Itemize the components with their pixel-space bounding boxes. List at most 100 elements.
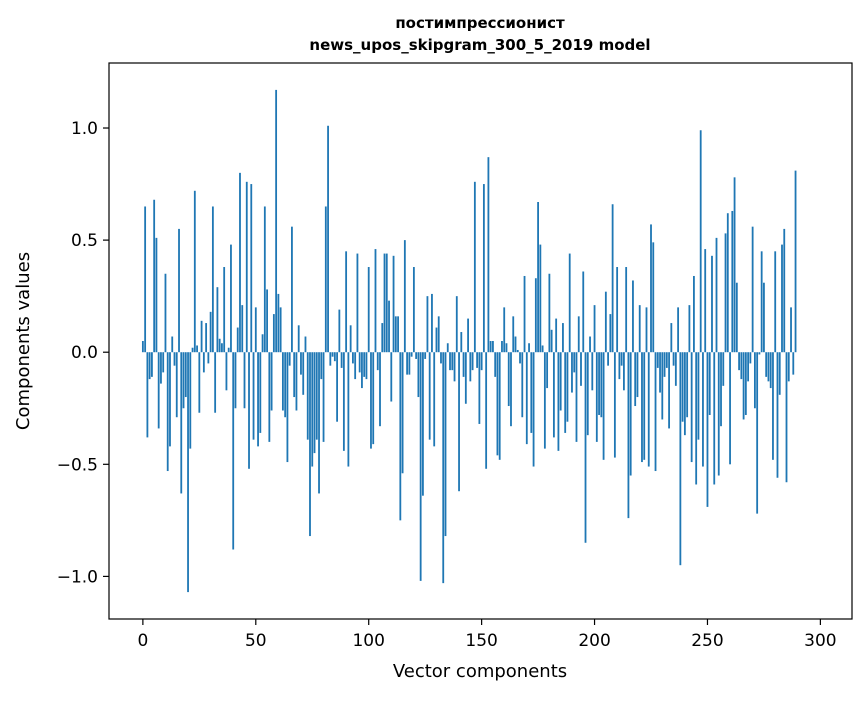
bar-38	[227, 347, 230, 353]
bar-151	[482, 184, 485, 353]
bar-41	[234, 352, 237, 409]
bar-145	[469, 352, 472, 382]
y-tick-label: −0.5	[57, 455, 98, 475]
bar-129	[433, 352, 436, 447]
bar-8	[160, 352, 162, 384]
y-tick-label: 1.0	[71, 119, 98, 139]
bar-227	[654, 352, 657, 472]
bar-274	[760, 251, 763, 353]
bar-58	[272, 314, 275, 353]
bar-221	[641, 352, 643, 463]
bar-247	[699, 130, 702, 353]
bar-252	[711, 255, 713, 353]
bar-233	[668, 352, 670, 429]
bar-245	[695, 352, 698, 485]
bar-277	[767, 352, 770, 382]
bar-139	[455, 296, 458, 353]
bar-93	[352, 352, 354, 364]
bar-109	[388, 300, 390, 353]
bar-165	[514, 336, 517, 353]
bar-147	[473, 181, 476, 353]
bar-261	[731, 210, 734, 353]
bar-210	[616, 267, 619, 353]
y-axis-label: Components values	[13, 252, 34, 430]
bar-77	[315, 352, 318, 440]
bar-61	[279, 307, 282, 353]
bar-31	[211, 206, 214, 353]
bar-95	[356, 253, 359, 353]
bar-282	[778, 352, 781, 395]
bar-190	[571, 352, 573, 393]
bar-192	[575, 352, 578, 442]
bar-30	[209, 311, 212, 353]
y-tick-label: −1.0	[57, 567, 98, 587]
bar-267	[744, 352, 747, 415]
bar-205	[604, 291, 607, 353]
bar-169	[523, 275, 526, 353]
bar-209	[613, 352, 616, 458]
x-tick-label: 300	[804, 631, 836, 651]
bar-203	[600, 352, 603, 418]
bar-10	[164, 273, 167, 353]
bar-107	[383, 253, 386, 353]
bar-80	[322, 352, 325, 442]
bar-60	[277, 293, 280, 353]
bar-100	[367, 267, 370, 353]
bar-286	[787, 352, 790, 382]
bar-237	[677, 307, 680, 353]
bar-214	[625, 267, 628, 353]
bar-234	[670, 323, 673, 353]
bar-200	[593, 305, 596, 353]
bar-283	[781, 244, 783, 353]
bar-254	[715, 237, 718, 353]
bar-51	[257, 352, 259, 447]
bar-236	[674, 352, 677, 386]
bar-1	[144, 206, 147, 353]
bar-159	[501, 341, 503, 353]
bar-74	[309, 352, 311, 537]
bar-103	[374, 249, 377, 353]
bar-75	[311, 352, 314, 467]
bar-276	[765, 352, 768, 377]
bar-272	[756, 352, 759, 514]
bar-104	[376, 352, 379, 371]
bar-278	[769, 352, 772, 389]
bar-87	[338, 309, 341, 353]
bar-123	[419, 352, 422, 581]
bar-185	[559, 352, 562, 411]
bar-197	[586, 352, 589, 436]
bar-143	[464, 352, 467, 404]
bar-211	[618, 352, 621, 380]
bar-116	[403, 240, 406, 353]
bar-84	[331, 352, 334, 357]
bar-6	[155, 237, 158, 353]
bar-208	[611, 204, 614, 353]
bar-157	[496, 352, 499, 456]
bar-239	[681, 352, 684, 422]
bar-48	[250, 184, 253, 353]
bar-121	[415, 352, 418, 359]
bar-4	[151, 352, 153, 377]
bar-255	[717, 352, 720, 476]
bar-89	[342, 352, 345, 451]
x-tick-label: 0	[137, 631, 148, 651]
bar-167	[519, 352, 521, 364]
bar-219	[636, 352, 639, 398]
bar-52	[259, 352, 262, 433]
bar-69	[297, 325, 300, 353]
bar-67	[293, 352, 296, 398]
bar-146	[471, 352, 474, 371]
bar-248	[702, 352, 704, 467]
bar-49	[252, 352, 255, 440]
bar-150	[480, 352, 483, 371]
bar-193	[577, 316, 580, 353]
bar-57	[270, 352, 273, 411]
bar-241	[686, 352, 689, 418]
bar-226	[652, 242, 655, 353]
bar-91	[347, 352, 350, 467]
bar-94	[354, 352, 357, 380]
bar-207	[609, 314, 612, 353]
bar-162	[507, 352, 510, 407]
x-tick-label: 150	[465, 631, 497, 651]
bar-256	[720, 352, 722, 427]
